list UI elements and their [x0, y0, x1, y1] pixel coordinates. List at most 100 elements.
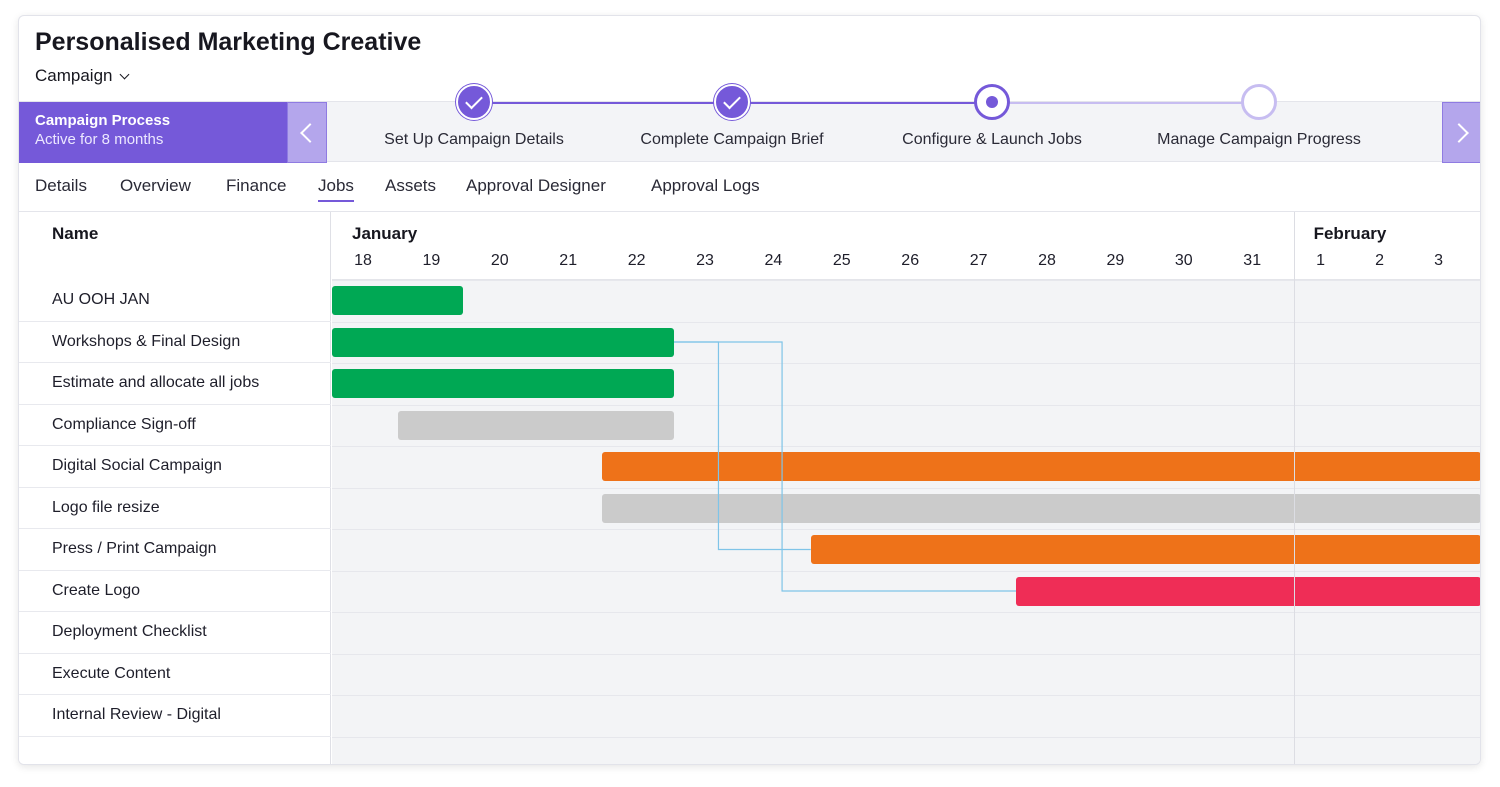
- task-row[interactable]: Estimate and allocate all jobs: [19, 363, 331, 405]
- day-label: 24: [764, 252, 783, 269]
- month-label: February: [1313, 224, 1387, 243]
- day-label: 18: [354, 252, 372, 269]
- day-label: 21: [559, 252, 578, 269]
- timeline-row-divider: [332, 404, 1480, 406]
- task-row[interactable]: Internal Review - Digital: [19, 695, 331, 737]
- chevron-left-icon: [300, 122, 320, 143]
- timeline-row-divider: [332, 446, 1480, 447]
- process-step-1[interactable]: [456, 84, 492, 120]
- task-row[interactable]: AU OOH JAN: [19, 280, 331, 322]
- gantt-bar[interactable]: [332, 327, 674, 357]
- task-row[interactable]: Compliance Sign-off: [19, 405, 331, 446]
- gantt-timeline: January February 18 19 20 21 22 23 24 25 26 27 28 29 3…: [332, 212, 1480, 764]
- month-separator: [1293, 212, 1295, 764]
- process-step-3[interactable]: [974, 84, 1010, 120]
- day-label: 22: [627, 252, 646, 269]
- task-name: Digital Social Campaign: [52, 457, 222, 474]
- task-row[interactable]: Digital Social Campaign: [19, 446, 331, 488]
- timeline-row-divider: [332, 280, 1480, 281]
- campaign-type-label: Campaign: [35, 66, 113, 85]
- process-summary: Campaign Process Active for 8 months: [19, 102, 287, 163]
- day-label: 19: [422, 252, 441, 269]
- tab-jobs[interactable]: Jobs: [318, 176, 354, 202]
- tab-finance[interactable]: Finance: [226, 176, 287, 195]
- check-icon: [465, 91, 483, 109]
- gantt-bar[interactable]: [332, 286, 464, 315]
- task-name: Internal Review - Digital: [52, 706, 221, 723]
- timeline-row-divider: [332, 612, 1480, 613]
- process-title: Campaign Process: [35, 112, 171, 129]
- tab-details[interactable]: Details: [35, 176, 87, 195]
- campaign-type-dropdown[interactable]: Campaign: [35, 66, 129, 86]
- process-track-segment: [992, 102, 1259, 104]
- task-row[interactable]: Workshops & Final Design: [19, 322, 331, 363]
- tab-approval-logs[interactable]: Approval Logs: [651, 176, 760, 195]
- task-name: AU OOH JAN: [52, 291, 150, 308]
- timeline-row-divider: [332, 321, 1480, 323]
- process-next-button[interactable]: [1442, 102, 1480, 163]
- timeline-row-divider: [332, 653, 1480, 655]
- day-label: 31: [1243, 252, 1262, 269]
- task-name: Workshops & Final Design: [52, 332, 241, 350]
- process-subtitle: Active for 8 months: [35, 131, 164, 148]
- task-name: Estimate and allocate all jobs: [52, 374, 260, 391]
- process-step-label: Set Up Campaign Details: [384, 131, 564, 148]
- day-label: 28: [1038, 252, 1056, 269]
- day-label: 29: [1106, 252, 1125, 269]
- task-row[interactable]: Deployment Checklist: [19, 612, 331, 654]
- process-step-label: Configure & Launch Jobs: [902, 131, 1082, 148]
- task-name: Press / Print Campaign: [52, 540, 217, 557]
- campaign-process-bar: Campaign Process Active for 8 months Set…: [19, 84, 1480, 163]
- gantt-chart: Name AU OOH JAN Workshops & Final Design E…: [19, 212, 1480, 764]
- day-label: 1: [1316, 252, 1326, 269]
- month-label: January: [352, 224, 418, 243]
- timeline-row-divider: [332, 363, 1480, 364]
- day-label: 2: [1375, 252, 1385, 269]
- day-label: 27: [969, 252, 988, 269]
- timeline-header: January February 18 19 20 21 22 23 24 25 26 27 28 29 3…: [332, 212, 1480, 280]
- task-name: Compliance Sign-off: [52, 415, 196, 433]
- campaign-card: Personalised Marketing Creative Campaign…: [18, 15, 1481, 765]
- gantt-bar[interactable]: [398, 410, 674, 440]
- timeline-row-divider: [332, 695, 1480, 696]
- tab-approval-designer[interactable]: Approval Designer: [466, 176, 606, 195]
- task-row[interactable]: Logo file resize: [19, 488, 331, 529]
- task-row[interactable]: Execute Content: [19, 654, 331, 695]
- process-step-label: Manage Campaign Progress: [1157, 131, 1361, 148]
- gantt-bar[interactable]: [602, 493, 1480, 523]
- gantt-bar[interactable]: [810, 535, 1480, 564]
- day-label: 20: [490, 252, 509, 269]
- tab-assets[interactable]: Assets: [385, 176, 437, 195]
- gantt-bar[interactable]: [332, 369, 674, 398]
- tab-overview[interactable]: Overview: [120, 176, 191, 195]
- process-track-segment: [732, 102, 992, 104]
- day-label: 26: [901, 252, 920, 269]
- task-row[interactable]: Press / Print Campaign: [19, 529, 331, 571]
- day-label: 3: [1434, 252, 1444, 269]
- process-step-label: Complete Campaign Brief: [640, 131, 824, 148]
- check-icon: [723, 91, 741, 109]
- task-name: Logo file resize: [52, 498, 160, 516]
- process-prev-button[interactable]: [287, 102, 327, 163]
- task-name: Create Logo: [52, 581, 141, 599]
- dependency-link: [674, 341, 811, 551]
- gantt-bar[interactable]: [1016, 576, 1480, 606]
- chevron-right-icon: [1449, 122, 1469, 143]
- gantt-bar[interactable]: [602, 452, 1480, 481]
- dependency-link: [674, 341, 1016, 592]
- timeline-row-divider: [332, 529, 1480, 530]
- task-name: Deployment Checklist: [52, 623, 207, 640]
- page-title: Personalised Marketing Creative: [35, 28, 422, 56]
- process-step-2[interactable]: [714, 84, 750, 120]
- timeline-row-divider: [332, 487, 1480, 489]
- task-name-column: Name AU OOH JAN Workshops & Final Design E…: [19, 212, 331, 764]
- timeline-row-divider: [332, 736, 1480, 738]
- process-step-4[interactable]: [1241, 84, 1277, 120]
- day-label: 23: [696, 252, 714, 269]
- current-step-icon: [986, 96, 998, 108]
- tab-bar: Details Overview Finance Jobs Assets Approval…: [19, 163, 1480, 212]
- dependency-links: [674, 341, 1016, 592]
- task-row[interactable]: Create Logo: [19, 571, 331, 612]
- timeline-row-divider: [332, 570, 1480, 572]
- task-name: Execute Content: [52, 664, 171, 682]
